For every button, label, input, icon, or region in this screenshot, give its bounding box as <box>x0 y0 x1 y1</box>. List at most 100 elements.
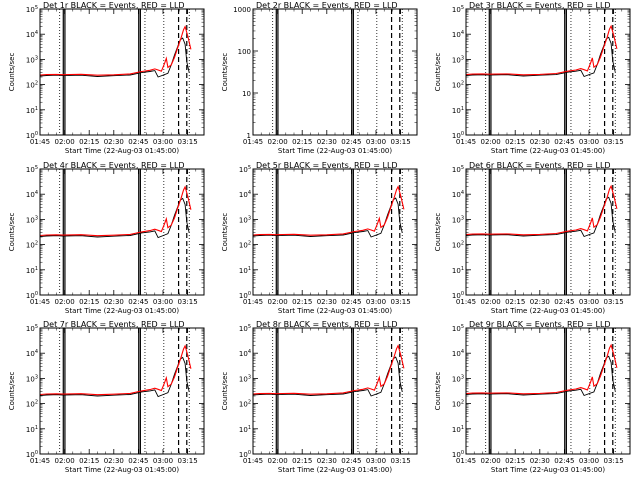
y-tick-label: 102 <box>26 241 38 250</box>
chart-title: Det 6r BLACK = Events, RED = LLD <box>469 161 611 170</box>
series-line-events <box>39 37 190 78</box>
x-tick-label: 03:00 <box>579 457 599 465</box>
x-tick-label: 02:30 <box>530 298 550 306</box>
x-tick-label: 02:15 <box>79 298 99 306</box>
chart-title: Det 8r BLACK = Events, RED = LLD <box>256 320 398 329</box>
x-tick-label: 02:15 <box>505 457 525 465</box>
y-tick-label: 104 <box>26 30 38 39</box>
x-axis-label: Start Time (22-Aug-03 01:45:00) <box>65 307 179 315</box>
x-tick-label: 02:00 <box>268 457 288 465</box>
x-tick-label: 02:00 <box>268 138 288 146</box>
y-tick-label: 104 <box>452 349 464 358</box>
y-tick-label: 103 <box>239 374 251 383</box>
x-tick-label: 02:30 <box>317 298 337 306</box>
y-tick-label: 101 <box>26 266 38 275</box>
y-tick-label: 101 <box>452 106 464 115</box>
x-tick-label: 02:30 <box>530 138 550 146</box>
x-tick-label: 01:45 <box>30 457 50 465</box>
x-tick-label: 01:45 <box>30 138 50 146</box>
x-tick-label: 03:15 <box>391 298 411 306</box>
y-tick-label: 100 <box>452 450 464 459</box>
x-tick-label: 02:15 <box>292 457 312 465</box>
y-tick-label: 1000 <box>233 6 251 14</box>
y-tick-label: 101 <box>239 266 251 275</box>
x-axis-label: Start Time (22-Aug-03 01:45:00) <box>65 466 179 474</box>
x-tick-label: 02:30 <box>530 457 550 465</box>
x-axis-label: Start Time (22-Aug-03 01:45:00) <box>491 307 605 315</box>
series-line-lld <box>465 343 618 395</box>
x-tick-label: 02:15 <box>505 138 525 146</box>
x-tick-label: 02:45 <box>554 457 574 465</box>
x-tick-label: 02:45 <box>128 457 148 465</box>
y-tick-label: 100 <box>452 131 464 140</box>
chart-panel-2: 1 10 100 1000 01:45 02:00 02:15 02:30 02:45 03:00… <box>221 1 418 155</box>
x-tick-label: 01:45 <box>456 298 476 306</box>
series-line-events <box>252 356 403 397</box>
x-tick-label: 03:00 <box>366 138 386 146</box>
x-tick-label: 02:15 <box>292 298 312 306</box>
y-tick-label: 104 <box>239 190 251 199</box>
x-tick-label: 01:45 <box>243 138 263 146</box>
y-tick-label: 102 <box>239 400 251 409</box>
y-tick-label: 101 <box>26 106 38 115</box>
y-tick-label: 100 <box>452 291 464 300</box>
x-tick-label: 03:00 <box>366 298 386 306</box>
x-tick-label: 02:00 <box>55 457 75 465</box>
chart-panel-8: 100 101 102 103 104 105 01:45 02:00 02:15 02:30 02… <box>221 320 418 474</box>
chart-panel-3: 100 101 102 103 104 105 01:45 02:00 02:15 02:30 02… <box>434 1 631 155</box>
chart-title: Det 3r BLACK = Events, RED = LLD <box>469 1 611 10</box>
y-tick-label: 100 <box>26 291 38 300</box>
y-axis-label: Counts/sec <box>434 213 442 252</box>
y-tick-label: 100 <box>26 131 38 140</box>
series-line-lld <box>252 344 405 395</box>
y-tick-label: 101 <box>452 266 464 275</box>
x-tick-label: 03:15 <box>604 138 624 146</box>
x-tick-label: 02:15 <box>292 138 312 146</box>
series-line-lld <box>252 185 405 236</box>
y-tick-label: 10 <box>242 90 251 98</box>
x-tick-label: 03:15 <box>604 298 624 306</box>
y-tick-label: 104 <box>26 349 38 358</box>
y-axis-label: Counts/sec <box>434 53 442 92</box>
series-line-events <box>465 36 616 78</box>
y-tick-label: 102 <box>452 241 464 250</box>
y-axis-label: Counts/sec <box>221 53 229 92</box>
x-tick-label: 03:00 <box>153 457 173 465</box>
series-line-lld <box>465 24 618 76</box>
x-tick-label: 02:45 <box>341 298 361 306</box>
chart-panel-6: 100 101 102 103 104 105 01:45 02:00 02:15 02:30 02… <box>434 161 631 315</box>
y-tick-label: 103 <box>452 55 464 64</box>
series-line-events <box>39 356 190 398</box>
chart-panel-4: 100 101 102 103 104 105 01:45 02:00 02:15 02:30 02… <box>8 161 205 315</box>
x-tick-label: 03:15 <box>178 298 198 306</box>
x-tick-label: 02:30 <box>104 298 124 306</box>
x-tick-label: 03:15 <box>178 138 198 146</box>
y-tick-label: 102 <box>26 400 38 409</box>
series-line-lld <box>39 344 192 396</box>
x-tick-label: 02:00 <box>268 298 288 306</box>
y-tick-label: 103 <box>452 215 464 224</box>
x-tick-label: 03:15 <box>604 457 624 465</box>
y-tick-label: 104 <box>239 349 251 358</box>
y-tick-label: 102 <box>239 241 251 250</box>
y-tick-label: 100 <box>238 48 251 56</box>
y-tick-label: 105 <box>239 165 251 174</box>
x-tick-label: 01:45 <box>456 138 476 146</box>
y-tick-label: 102 <box>452 81 464 90</box>
x-tick-label: 01:45 <box>456 457 476 465</box>
chart-title: Det 2r BLACK = Events, RED = LLD <box>256 1 398 10</box>
y-tick-label: 100 <box>26 450 38 459</box>
y-axis-label: Counts/sec <box>221 372 229 411</box>
y-tick-label: 105 <box>26 5 38 14</box>
x-tick-label: 03:15 <box>391 138 411 146</box>
y-tick-label: 103 <box>452 374 464 383</box>
series-line-lld <box>39 25 192 76</box>
x-tick-label: 03:15 <box>391 457 411 465</box>
y-tick-label: 1 <box>247 132 251 140</box>
x-tick-label: 03:00 <box>366 457 386 465</box>
x-tick-label: 02:00 <box>481 457 501 465</box>
x-tick-label: 01:45 <box>243 457 263 465</box>
y-tick-label: 101 <box>239 425 251 434</box>
y-axis-label: Counts/sec <box>221 213 229 252</box>
chart-panel-1: 100 101 102 103 104 105 01:45 02:00 02:15 02:30 02… <box>8 1 205 155</box>
